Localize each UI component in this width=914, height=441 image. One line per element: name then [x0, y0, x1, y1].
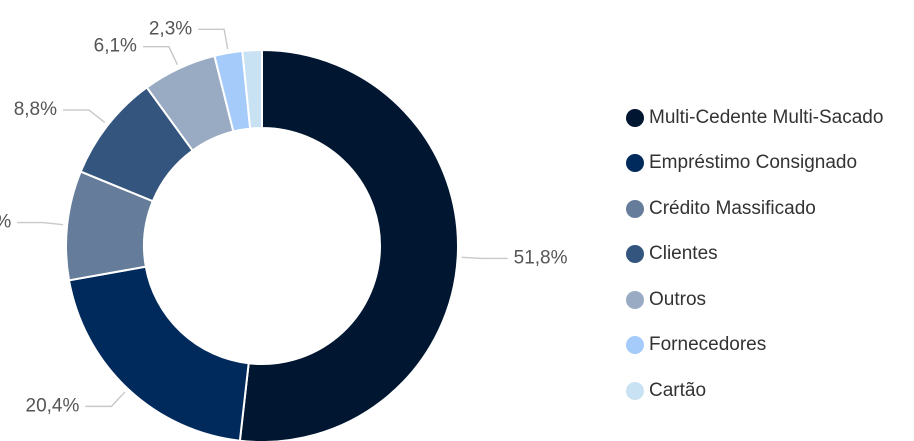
chart-canvas: 51,8% 20,4%% 8,8% 6,1% 2,3%	[0, 18, 568, 441]
legend-label-credito-massificado: Crédito Massificado	[649, 197, 816, 219]
legend-label-emprestimo-consignado: Empréstimo Consignado	[649, 152, 858, 174]
legend-item-outros: Outros	[626, 277, 914, 323]
legend-item-cartao: Cartão	[626, 368, 914, 414]
legend-label-multi-cedente-multi-sacado: Multi-Cedente Multi-Sacado	[649, 106, 884, 128]
leader-line-fornecedores	[198, 28, 229, 50]
legend-swatch-multi-cedente-multi-sacado	[626, 108, 644, 127]
leader-line-emprestimo-consignado	[85, 391, 126, 408]
slice-multi-cedente-multi-sacado	[238, 48, 459, 441]
legend-label-clientes: Clientes	[649, 243, 718, 265]
legend-item-credito-massificado: Crédito Massificado	[626, 186, 914, 232]
legend-item-multi-cedente-multi-sacado: Multi-Cedente Multi-Sacado	[626, 95, 914, 141]
leader-line-clientes	[63, 109, 106, 123]
chart-legend: Multi-Cedente Multi-Sacado Empréstimo Con…	[626, 95, 914, 414]
legend-label-outros: Outros	[649, 288, 707, 310]
legend-label-fornecedores: Fornecedores	[649, 334, 767, 356]
legend-item-fornecedores: Fornecedores	[626, 323, 914, 369]
legend-label-cartao: Cartão	[649, 379, 707, 401]
leader-line-multi-cedente-multi-sacado	[461, 256, 508, 260]
legend-swatch-credito-massificado	[626, 199, 644, 218]
legend-swatch-cartao	[626, 381, 644, 400]
legend-swatch-clientes	[626, 245, 644, 264]
donut-chart: 51,8% 20,4%% 8,8% 6,1% 2,3%	[0, 18, 568, 441]
data-label-fornecedores: 2,3%	[149, 18, 192, 39]
data-label-emprestimo-consignado: 20,4%	[26, 395, 80, 416]
data-label-credito-massificado: %	[0, 212, 11, 233]
leader-line-credito-massificado	[17, 221, 64, 226]
legend-swatch-fornecedores	[626, 336, 644, 355]
data-label-outros: 6,1%	[94, 36, 137, 57]
legend-item-clientes: Clientes	[626, 232, 914, 278]
slice-cartao	[241, 48, 263, 130]
data-label-clientes: 8,8%	[14, 99, 57, 120]
slice-emprestimo-consignado	[67, 265, 250, 441]
leader-line-outros	[142, 45, 179, 66]
data-label-multi-cedente-multi-sacado: 51,8%	[514, 247, 568, 268]
legend-swatch-outros	[626, 290, 644, 309]
legend-swatch-emprestimo-consignado	[626, 154, 644, 173]
legend-item-emprestimo-consignado: Empréstimo Consignado	[626, 141, 914, 187]
